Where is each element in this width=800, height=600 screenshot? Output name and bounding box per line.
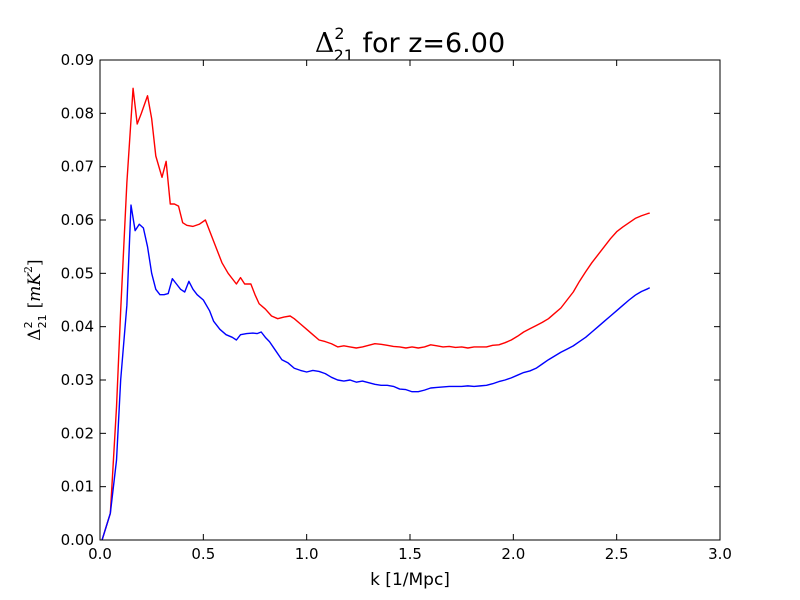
- y-label-units-close: ]: [25, 259, 45, 266]
- y-label-math-subscript: 21: [36, 314, 49, 328]
- y-tick-label: 0.06: [61, 211, 94, 229]
- y-tick-label: 0.08: [61, 104, 94, 122]
- ticks-layer: 0.0 0.5 1.0 1.5 2.0 2.5 3.0 0.00 0.01 0.02 0.03 0.0…: [61, 51, 732, 563]
- x-tick-label: 1.0: [295, 545, 319, 563]
- series-line-1: [101, 87, 650, 541]
- x-tick-label: 1.5: [398, 545, 422, 563]
- x-axis-label: k [1/Mpc]: [370, 570, 450, 590]
- y-tick-label: 0.03: [61, 371, 94, 389]
- y-tick-label: 0.01: [61, 478, 94, 496]
- y-label-math-symbol: Δ: [25, 328, 45, 340]
- title-suffix: for z=6.00: [354, 28, 505, 59]
- title-math-symbol: Δ: [315, 28, 335, 59]
- x-tick-label: 0.0: [88, 545, 112, 563]
- y-tick-label: 0.04: [61, 318, 94, 336]
- y-axis-label: Δ221[mK2]: [22, 259, 49, 340]
- plot-area: [100, 60, 720, 540]
- x-tick-label: 3.0: [708, 545, 732, 563]
- x-tick-label: 2.5: [605, 545, 629, 563]
- y-label-math-superscript: 2: [22, 321, 35, 328]
- x-tick-label: 0.5: [191, 545, 215, 563]
- y-tick-label: 0.02: [61, 424, 94, 442]
- title-math-superscript: 2: [334, 24, 344, 43]
- y-tick-label: 0.07: [61, 158, 94, 176]
- y-label-units-superscript: 2: [22, 266, 35, 273]
- series-line-2: [101, 204, 651, 541]
- plot-frame: [99, 59, 721, 541]
- chart-title: Δ2 21 for z=6.00: [315, 24, 505, 65]
- y-tick-label: 0.05: [61, 264, 94, 282]
- y-label-units-open: [: [25, 302, 45, 309]
- y-label-units-base: mK: [25, 272, 45, 302]
- y-tick-label: 0.00: [61, 531, 94, 549]
- series-layer: [101, 87, 651, 541]
- y-tick-label: 0.09: [61, 51, 94, 69]
- x-tick-label: 2.0: [501, 545, 525, 563]
